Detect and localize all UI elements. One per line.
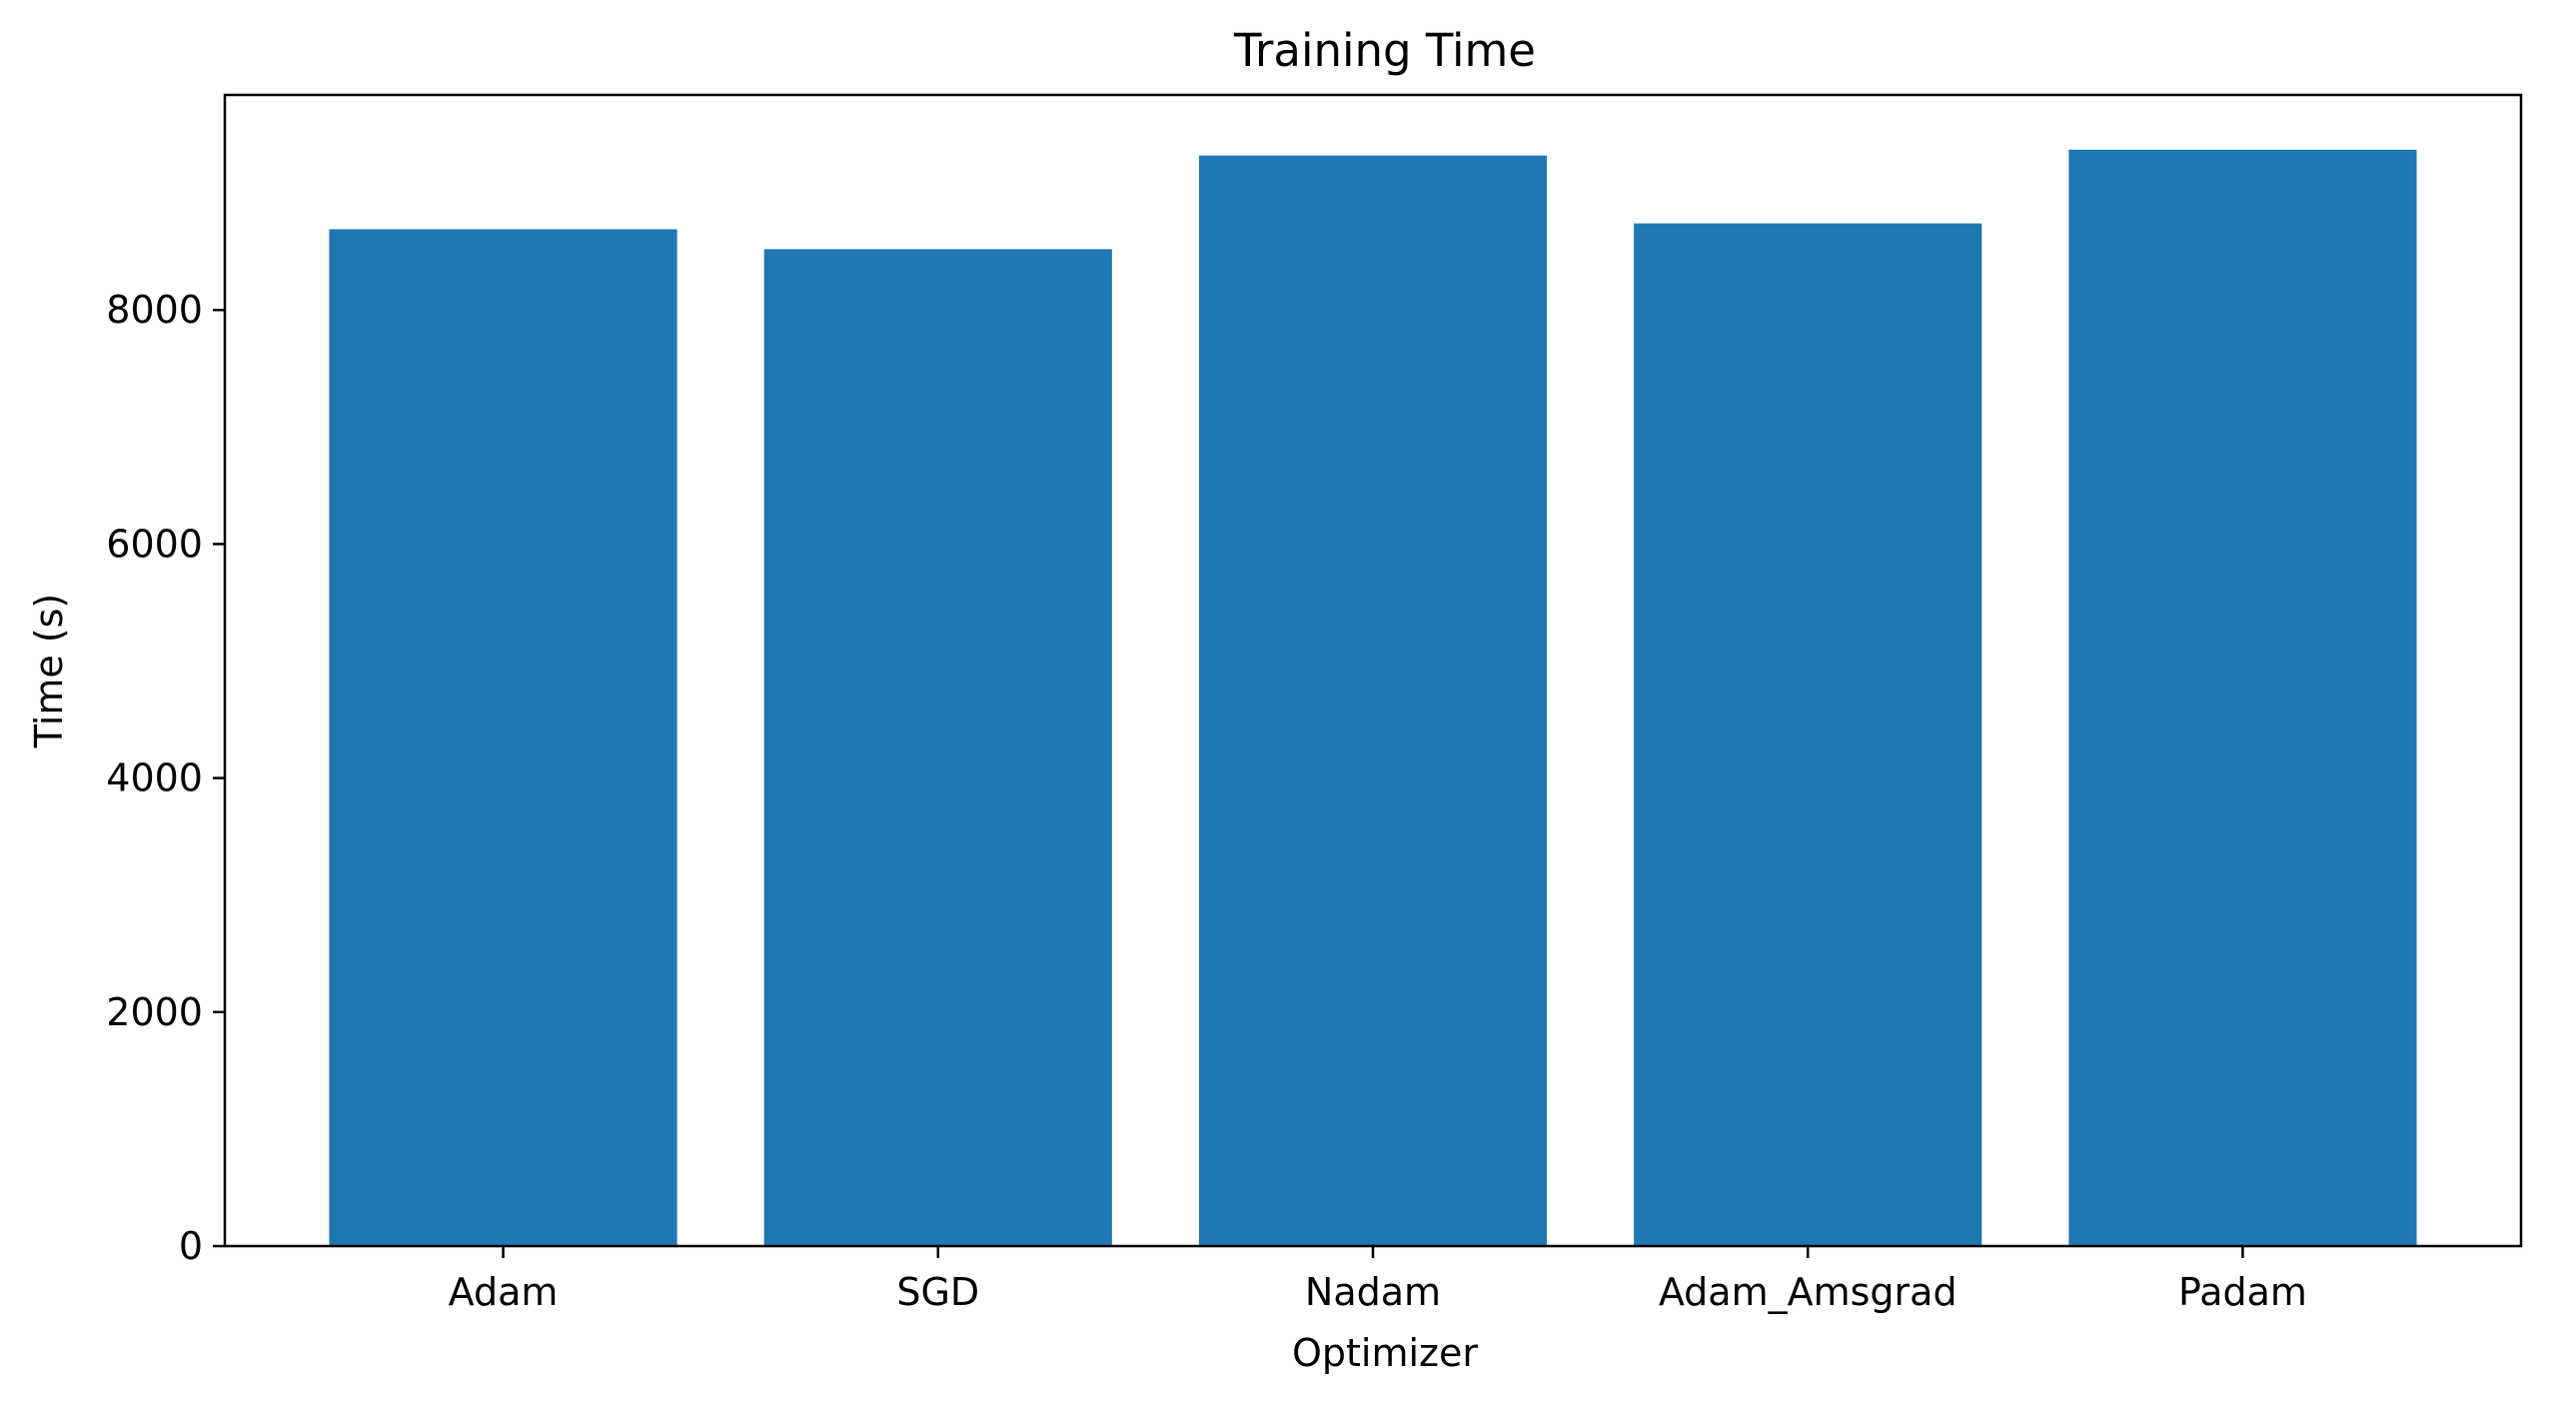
bar-padam — [2068, 149, 2417, 1246]
y-tick-label: 6000 — [106, 522, 203, 566]
y-tick-label: 4000 — [106, 756, 203, 800]
plot-frame — [223, 93, 2523, 1248]
y-axis-label: Time (s) — [27, 594, 71, 749]
bars-group — [329, 149, 2417, 1247]
y-tick-label: 0 — [179, 1224, 203, 1268]
y-tick-label: 8000 — [106, 288, 203, 332]
bar-adam — [329, 229, 677, 1247]
bar-adam-amsgrad — [1634, 223, 1982, 1246]
x-axis-label: Optimizer — [1292, 1331, 1478, 1375]
x-tick-label: Adam_Amsgrad — [1659, 1270, 1957, 1314]
y-tick-label: 2000 — [106, 990, 203, 1034]
chart-title: Training Time — [1233, 24, 1536, 77]
x-tick-label: Nadam — [1305, 1270, 1441, 1314]
bar-nadam — [1198, 155, 1548, 1246]
x-tick-label: Adam — [449, 1270, 559, 1314]
x-axis-ticks: Adam SGD Nadam Adam_Amsgrad Padam — [449, 1246, 2307, 1314]
x-tick-label: Padam — [2178, 1270, 2307, 1314]
bar-sgd — [763, 249, 1112, 1246]
x-tick-label: SGD — [896, 1270, 979, 1314]
y-axis-ticks: 0 2000 4000 6000 8000 — [106, 288, 225, 1268]
